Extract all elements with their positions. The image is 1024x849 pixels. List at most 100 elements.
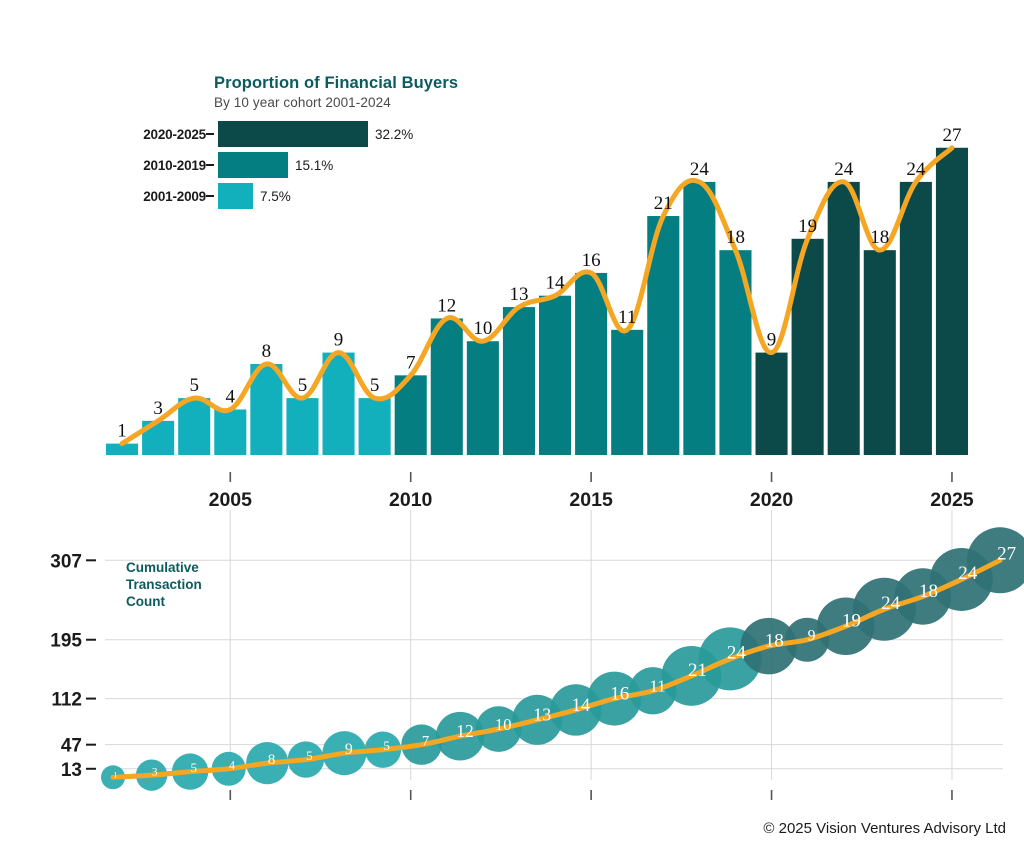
- bubble-value-label: 8: [268, 751, 276, 768]
- bubble-caption-line: Cumulative: [126, 560, 199, 575]
- x-axis-year-label: 2015: [569, 489, 613, 510]
- cumulative-trend-line: [110, 557, 1003, 780]
- x-axis-year-label: 2010: [389, 489, 433, 510]
- bubble-value-label: 24: [881, 593, 901, 614]
- bar-2020[interactable]: [755, 352, 788, 455]
- bubble-value-label: 9: [345, 741, 353, 758]
- legend-tick-mark: [206, 163, 214, 167]
- bar-2012[interactable]: [466, 341, 499, 455]
- trend-line: [119, 145, 955, 447]
- bar-2023[interactable]: [863, 250, 896, 455]
- bar-2025[interactable]: [935, 147, 968, 455]
- bar-value-label: 5: [370, 375, 380, 396]
- bar-value-label: 5: [298, 375, 308, 396]
- legend-cohort-label: 2010-2019: [143, 157, 206, 173]
- bubble-value-label: 18: [765, 631, 784, 652]
- bar-2004[interactable]: [178, 398, 211, 455]
- bar-2005[interactable]: [214, 409, 247, 455]
- bubble-value-label: 27: [997, 544, 1016, 565]
- bubble-value-label: 21: [688, 660, 707, 681]
- legend-percentage-value: 32.2%: [375, 126, 414, 142]
- bubble-group: [101, 527, 1024, 791]
- bar-2002[interactable]: [106, 443, 139, 455]
- bubble-value-label: 11: [649, 677, 665, 696]
- bar-2006[interactable]: [250, 363, 283, 455]
- bar-value-label: 4: [226, 386, 236, 407]
- bar-value-label: 1: [117, 421, 127, 442]
- bar-value-label: 3: [153, 398, 163, 419]
- bar-2013[interactable]: [502, 307, 535, 455]
- bar-value-label: 9: [767, 330, 777, 351]
- legend-row: 2001-2009 7.5%: [118, 182, 518, 210]
- bar-value-label: 24: [834, 159, 854, 180]
- x-axis-year-label: 2025: [930, 489, 974, 510]
- bubble-value-label: 5: [383, 738, 390, 753]
- bubble-caption-line: Count: [126, 594, 165, 609]
- bubble-value-label: 1: [113, 770, 117, 780]
- bar-value-label: 7: [406, 352, 416, 373]
- legend-row: 2010-2019 15.1%: [118, 151, 518, 179]
- bar-2024[interactable]: [899, 181, 932, 455]
- bar-2018[interactable]: [683, 181, 716, 455]
- bar-value-label: 16: [582, 250, 601, 271]
- bubble-chart-caption: Cumulative Transaction Count: [126, 560, 202, 609]
- legend-row: 2020-2025 32.2%: [118, 120, 518, 148]
- bubble-value-label: 13: [533, 705, 551, 725]
- bar-2016[interactable]: [611, 329, 644, 455]
- bubble-value-label: 4: [229, 758, 235, 772]
- legend-percentage-value: 15.1%: [295, 157, 334, 173]
- bar-value-label: 9: [334, 330, 344, 351]
- bar-2011[interactable]: [430, 318, 463, 455]
- bar-2009[interactable]: [358, 398, 391, 455]
- bar-value-label: 11: [618, 307, 636, 328]
- bubble-value-label: 5: [306, 748, 313, 763]
- legend-cohort-label: 2020-2025: [143, 126, 206, 142]
- bar-2007[interactable]: [286, 398, 319, 455]
- legend-tick-mark: [206, 194, 214, 198]
- y-axis-tick-label: 47: [61, 736, 82, 757]
- bubble-value-label: 9: [808, 627, 816, 644]
- bar-value-label: 8: [262, 341, 272, 362]
- legend-title: Proportion of Financial Buyers: [214, 74, 459, 92]
- bubble-value-label: 18: [919, 581, 938, 602]
- legend-bar: [218, 183, 253, 209]
- bar-2015[interactable]: [575, 272, 608, 455]
- annual-transactions-bar-chart: 1354859571210131416112124189192418242720…: [106, 125, 974, 510]
- bar-2022[interactable]: [827, 181, 860, 455]
- bubble-value-label: 10: [495, 715, 511, 734]
- x-axis-year-label: 2020: [750, 489, 794, 510]
- bar-value-label: 5: [189, 375, 199, 396]
- bar-value-label: 24: [906, 159, 926, 180]
- bar-value-label: 14: [546, 273, 566, 294]
- y-axis-group: 13 47 112 195 307: [50, 551, 96, 781]
- bubble-value-label: 5: [190, 760, 197, 775]
- legend-bar: [218, 121, 368, 147]
- bar-value-label: 13: [509, 284, 528, 305]
- bar-value-label: 18: [870, 227, 889, 248]
- legend-rows: 2020-2025 32.2% 2010-2019 15.1% 2001-2009 7.5…: [118, 120, 518, 210]
- bubble-value-label: 24: [727, 643, 747, 664]
- bar-value-label: 12: [437, 295, 456, 316]
- bar-value-label: 19: [798, 216, 817, 237]
- y-axis-tick-label: 307: [50, 551, 82, 572]
- bar-value-label: 10: [473, 318, 492, 339]
- bubble-value-label: 14: [572, 696, 591, 716]
- bubble-value-label: 19: [842, 611, 861, 632]
- y-axis-tick-label: 195: [50, 631, 82, 652]
- y-axis-tick-label: 112: [51, 690, 82, 711]
- bar-2014[interactable]: [539, 295, 572, 455]
- bar-value-label: 18: [726, 227, 745, 248]
- x-axis-group: 2005 2010 2015 2020 2025: [209, 472, 974, 510]
- bar-2008[interactable]: [322, 352, 355, 455]
- legend-bar: [218, 152, 288, 178]
- bubble-value-label: 3: [152, 767, 158, 779]
- bubble-value-label: 12: [456, 721, 474, 741]
- bubble-value-label: 7: [422, 733, 429, 749]
- legend-cohort-label: 2001-2009: [143, 188, 206, 204]
- y-axis-tick-label: 13: [61, 760, 82, 781]
- legend-tick-mark: [206, 132, 214, 136]
